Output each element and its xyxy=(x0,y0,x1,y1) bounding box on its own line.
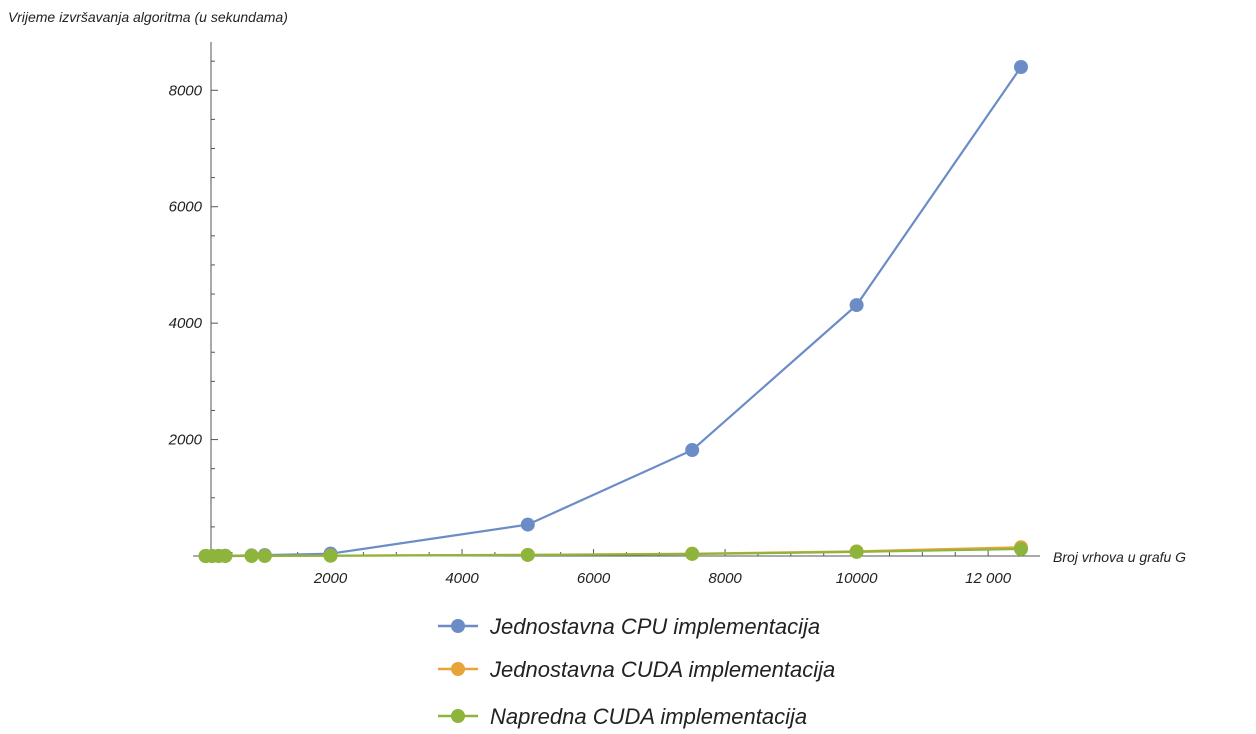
data-point xyxy=(849,544,864,559)
data-point xyxy=(520,547,535,562)
legend-item: Jednostavna CUDA implementacija xyxy=(438,657,835,682)
legend-label: Napredna CUDA implementacija xyxy=(490,704,807,729)
data-point xyxy=(1014,60,1028,74)
legend-label: Jednostavna CUDA implementacija xyxy=(489,657,835,682)
y-tick-label: 6000 xyxy=(169,199,203,216)
x-tick-label: 4000 xyxy=(445,570,479,587)
legend: Jednostavna CPU implementacija Jednostavn… xyxy=(438,614,835,729)
legend-label: Jednostavna CPU implementacija xyxy=(489,614,820,639)
legend-item: Jednostavna CPU implementacija xyxy=(438,614,820,639)
x-tick-label: 12 000 xyxy=(965,570,1012,587)
legend-swatch-marker xyxy=(451,619,465,633)
x-tick-label: 10000 xyxy=(836,570,878,587)
y-tick-label: 8000 xyxy=(169,82,203,99)
y-axis-ticks: 2000 4000 6000 8000 xyxy=(168,60,218,528)
x-axis-title: Broj vrhova u grafu G xyxy=(1053,549,1186,565)
data-point xyxy=(1014,542,1028,557)
data-point xyxy=(849,298,864,313)
x-tick-label: 2000 xyxy=(313,570,348,587)
data-point xyxy=(244,548,259,563)
y-tick-label: 4000 xyxy=(169,315,203,332)
series-line xyxy=(205,66,1022,558)
series-3 xyxy=(198,542,1028,563)
x-tick-label: 8000 xyxy=(708,570,742,587)
legend-swatch-marker xyxy=(451,662,465,676)
data-point xyxy=(323,548,338,563)
y-axis-title: Vrijeme izvršavanja algoritma (u sekunda… xyxy=(8,9,288,25)
data-point xyxy=(685,546,700,561)
series-group xyxy=(198,60,1028,563)
data-point xyxy=(685,443,700,458)
data-point xyxy=(520,517,535,532)
x-axis-ticks: 2000 4000 6000 8000 10000 12 000 xyxy=(231,549,1022,587)
data-point xyxy=(218,548,233,563)
y-tick-label: 2000 xyxy=(168,432,203,449)
legend-item: Napredna CUDA implementacija xyxy=(438,704,807,729)
data-point xyxy=(257,548,272,563)
x-tick-label: 6000 xyxy=(577,570,611,587)
legend-swatch-marker xyxy=(451,709,465,723)
series-1 xyxy=(198,60,1028,563)
